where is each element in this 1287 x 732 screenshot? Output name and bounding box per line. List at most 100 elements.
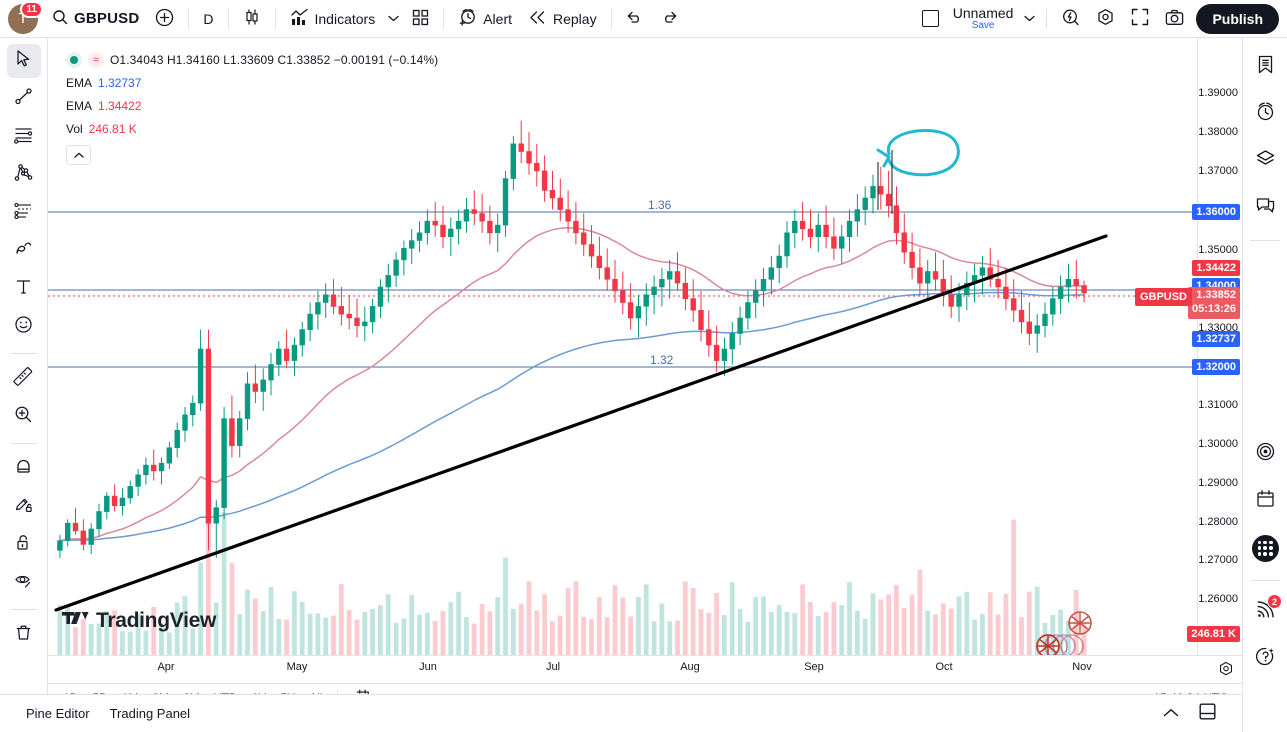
layout-select-button[interactable] [914, 5, 947, 33]
alerts-panel-button[interactable] [1248, 97, 1282, 131]
layout-name-button[interactable]: Unnamed Save [947, 6, 1020, 31]
lock-drawings-tool[interactable] [7, 528, 41, 562]
symbol-price-tag[interactable]: GBPUSD [1134, 288, 1192, 306]
notification-count-badge: 2 [1267, 594, 1282, 609]
price-tag-resistance-136[interactable]: 1.36000 [1192, 204, 1240, 220]
chart-plot-canvas[interactable]: 1.36 1.32 [48, 38, 1197, 655]
fullscreen-icon [1131, 8, 1149, 29]
expand-panel-button[interactable] [1160, 703, 1182, 725]
legend-collapse-button[interactable] [66, 145, 91, 165]
fullscreen-button[interactable] [1123, 5, 1157, 33]
maximize-panel-button[interactable] [1196, 703, 1218, 725]
price-tag-ema-slow[interactable]: 1.32737 [1192, 331, 1240, 347]
replay-button[interactable]: Replay [520, 5, 605, 33]
hide-drawings-tool[interactable] [7, 566, 41, 600]
toolbar-divider [9, 609, 38, 610]
price-scale[interactable]: 1.39000 1.38000 1.37000 1.35000 1.33000 … [1187, 38, 1242, 655]
chat-panel-button[interactable] [1248, 191, 1282, 225]
time-scale[interactable]: Apr May Jun Jul Aug Sep Oct Nov [48, 655, 1242, 683]
price-tick: 1.29000 [1198, 477, 1238, 489]
hand-drawn-circle-annotation [886, 129, 960, 177]
ideas-stream-button[interactable] [1248, 437, 1282, 471]
price-tick: 1.35000 [1198, 244, 1238, 256]
legend-row-volume[interactable]: Vol 246.81 K [66, 117, 438, 140]
legend-ohlc-row[interactable]: ≈ O1.34043 H1.34160 L1.33609 C1.33852 −0… [66, 48, 438, 71]
chart-style-button[interactable] [235, 5, 269, 33]
volume-value-tag[interactable]: 246.81 K [1187, 626, 1240, 642]
user-avatar[interactable]: T 11 [8, 0, 43, 34]
help-button[interactable] [1248, 642, 1282, 676]
price-tick: 1.28000 [1198, 516, 1238, 528]
candlesticks [57, 120, 1087, 558]
speech-bubbles-icon [1255, 195, 1276, 221]
apps-panel-button[interactable] [1248, 531, 1282, 565]
search-icon [52, 9, 68, 28]
quick-search-button[interactable] [1053, 5, 1088, 33]
trash-icon [14, 623, 33, 647]
candlestick-icon [243, 8, 261, 29]
calendar-panel-button[interactable] [1248, 484, 1282, 518]
price-tick: 1.37000 [1198, 165, 1238, 177]
layout-dropdown-button[interactable] [1019, 5, 1040, 33]
fib-levels-icon [14, 201, 33, 225]
chevron-down-icon [1024, 14, 1036, 24]
magnet-tool[interactable] [7, 452, 41, 486]
zoom-tool[interactable] [7, 400, 41, 434]
legend-ema-fast-value: 1.34422 [98, 98, 142, 113]
chevron-down-icon [388, 14, 399, 24]
undo-button[interactable] [618, 5, 652, 33]
layout-save-link[interactable]: Save [971, 19, 995, 31]
gear-hex-icon [1096, 8, 1115, 30]
chart-area[interactable]: 1.36 1.32 [48, 38, 1242, 655]
drawing-mode-tool[interactable] [7, 490, 41, 524]
data-window-button[interactable] [1248, 144, 1282, 178]
legend-row-ema-slow[interactable]: EMA 1.32737 [66, 71, 438, 94]
approx-tilde-icon: ≈ [88, 51, 104, 68]
snapshot-button[interactable] [1157, 5, 1192, 33]
emoji-tool[interactable] [7, 310, 41, 344]
trend-line-tool[interactable] [7, 82, 41, 116]
notifications-button[interactable]: 2 [1248, 594, 1282, 629]
chart-legend: ≈ O1.34043 H1.34160 L1.33609 C1.33852 −0… [66, 48, 438, 165]
cursor-tool[interactable] [6, 44, 41, 78]
current-price-tag[interactable]: 1.33852 05:13:26 [1187, 287, 1240, 319]
current-price-value: 1.33852 [1196, 289, 1236, 301]
alert-button[interactable]: Alert [450, 5, 520, 33]
watchlist-panel-button[interactable] [1248, 50, 1282, 84]
grid-four-icon [412, 9, 429, 29]
chart-settings-button[interactable] [1088, 5, 1123, 33]
interval-button[interactable]: D [195, 5, 221, 33]
gear-hex-icon [1218, 661, 1234, 681]
time-tick: Jun [419, 661, 437, 673]
templates-button[interactable] [404, 5, 437, 33]
redo-button[interactable] [652, 5, 686, 33]
toolbar-divider [274, 8, 276, 29]
time-scale-settings-button[interactable] [1218, 661, 1234, 682]
legend-ema-fast-name: EMA [66, 98, 93, 113]
brush-tool[interactable] [7, 234, 41, 268]
remove-drawings-tool[interactable] [7, 618, 41, 652]
currency-flag-badges[interactable] [1036, 610, 1096, 655]
text-tool[interactable] [7, 272, 41, 306]
time-tick: Oct [935, 661, 953, 673]
tab-trading-panel[interactable]: Trading Panel [109, 706, 191, 721]
legend-ema-slow-value: 1.32737 [98, 75, 142, 90]
price-tag-ema-fast[interactable]: 1.34422 [1192, 260, 1240, 276]
measure-tool[interactable] [7, 362, 41, 396]
time-tick: Nov [1072, 661, 1092, 673]
cursor-arrow-icon [14, 49, 33, 73]
fib-retracement-tool[interactable] [7, 196, 41, 230]
publish-button[interactable]: Publish [1196, 3, 1279, 34]
top-toolbar: T 11 GBPUSD D [0, 0, 1287, 38]
symbol-search-button[interactable]: GBPUSD [44, 5, 147, 33]
indicators-dropdown-button[interactable] [383, 5, 404, 33]
tab-pine-editor[interactable]: Pine Editor [26, 706, 90, 721]
uk-flag-circles-icon [1036, 611, 1092, 655]
price-tag-support-132[interactable]: 1.32000 [1192, 359, 1240, 375]
horizontal-lines-tool[interactable] [7, 120, 41, 154]
legend-ema-slow-name: EMA [66, 75, 93, 90]
legend-row-ema-fast[interactable]: EMA 1.34422 [66, 94, 438, 117]
indicators-button[interactable]: Indicators [282, 5, 384, 33]
pitchfork-tool[interactable] [7, 158, 41, 192]
add-symbol-button[interactable] [147, 5, 182, 33]
